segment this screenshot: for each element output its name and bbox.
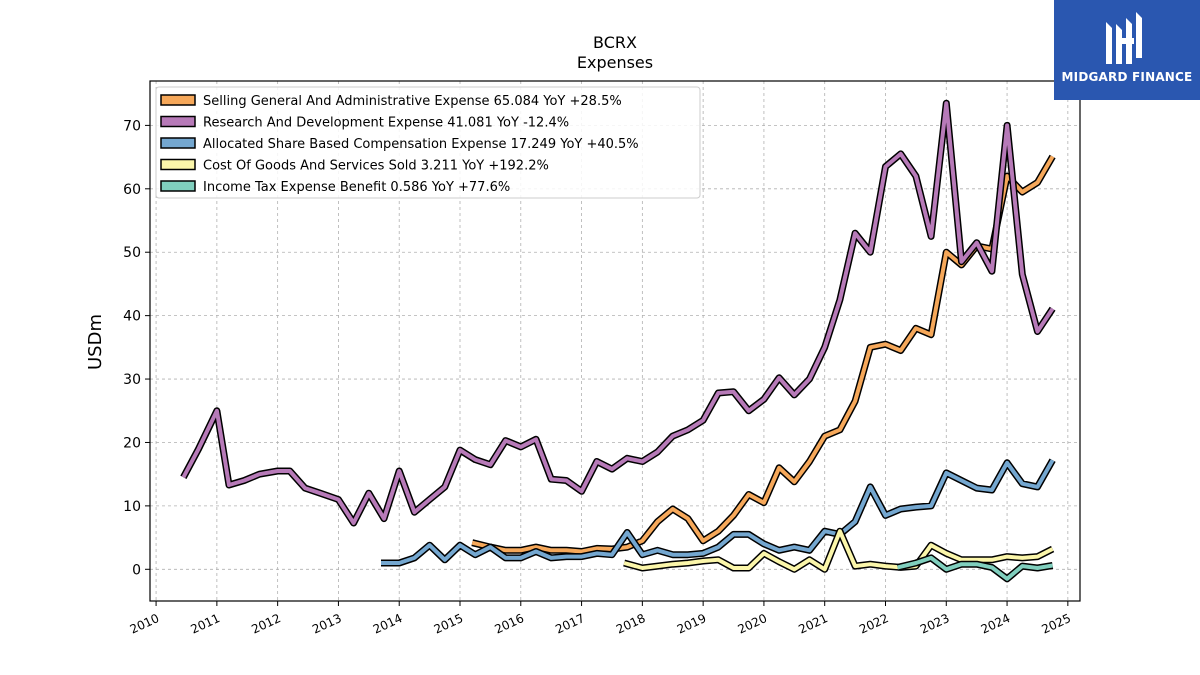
- x-tick-label: 2021: [796, 611, 830, 637]
- x-tick-label: 2014: [371, 611, 405, 637]
- x-tick-label: 2013: [310, 611, 344, 637]
- series-outline-sga: [471, 154, 1056, 555]
- chart-subtitle: Expenses: [577, 53, 653, 72]
- series-line-sga: [471, 155, 1055, 554]
- series-line-cogs: [623, 529, 1054, 572]
- x-tick-label: 2025: [1040, 611, 1074, 637]
- x-tick-label: 2024: [979, 611, 1013, 637]
- legend-swatch-tax: [160, 180, 196, 192]
- y-tick-label: 10: [123, 499, 141, 515]
- y-tick-label: 50: [123, 245, 141, 261]
- x-tick-label: 2019: [675, 611, 709, 637]
- legend-swatch-rnd: [160, 115, 196, 128]
- legend-swatch-sga: [160, 94, 196, 106]
- series-line-rnd: [181, 101, 1055, 525]
- y-tick-label: 40: [123, 309, 141, 325]
- legend-box: [155, 86, 701, 199]
- x-tick-label: 2018: [614, 611, 648, 637]
- y-tick-label: 20: [123, 435, 141, 451]
- y-tick-label: 0: [132, 562, 141, 578]
- plot-frame: [149, 80, 1081, 602]
- legend-label-rnd: Research And Development Expense 41.081 …: [203, 116, 569, 131]
- x-tick-label: 2017: [553, 611, 587, 637]
- y-axis-label: USDm: [85, 314, 106, 370]
- x-tick-label: 2011: [189, 611, 223, 637]
- x-axis-ticks: 2010 2011 2012 2013 2014 2015 2016 2017 2018 2019…: [128, 601, 1073, 637]
- legend-swatch-sbc: [160, 137, 196, 149]
- midgard-logo-icon: [1106, 12, 1142, 64]
- legend-label-sbc: Allocated Share Based Compensation Expen…: [203, 137, 639, 152]
- x-tick-label: 2015: [432, 611, 466, 637]
- x-tick-label: 2022: [857, 611, 891, 637]
- x-tick-label: 2010: [128, 611, 162, 637]
- legend-swatch-cogs: [160, 158, 196, 171]
- y-tick-label: 60: [123, 182, 141, 198]
- logo-text: MIDGARD FINANCE: [1061, 70, 1193, 84]
- y-axis-ticks: 0 10 20 30 40 50 60 70: [123, 118, 150, 578]
- legend-label-tax: Income Tax Expense Benefit 0.586 YoY +77…: [203, 180, 510, 195]
- chart-title: BCRX: [593, 33, 637, 52]
- series-line-sbc: [381, 459, 1055, 565]
- x-tick-label: 2020: [736, 611, 770, 637]
- x-tick-label: 2023: [918, 611, 952, 637]
- series-layer: [180, 99, 1056, 583]
- y-tick-label: 30: [123, 372, 141, 388]
- legend-label-cogs: Cost Of Goods And Services Sold 3.211 Yo…: [203, 159, 549, 174]
- series-line-tax: [897, 555, 1053, 581]
- legend-label-sga: Selling General And Administrative Expen…: [203, 94, 622, 109]
- x-tick-label: 2012: [249, 611, 283, 637]
- legend: Selling General And Administrative Expen…: [155, 86, 701, 199]
- y-tick-label: 70: [123, 118, 141, 134]
- x-tick-label: 2016: [492, 611, 526, 637]
- midgard-finance-logo: MIDGARD FINANCE: [1054, 0, 1200, 100]
